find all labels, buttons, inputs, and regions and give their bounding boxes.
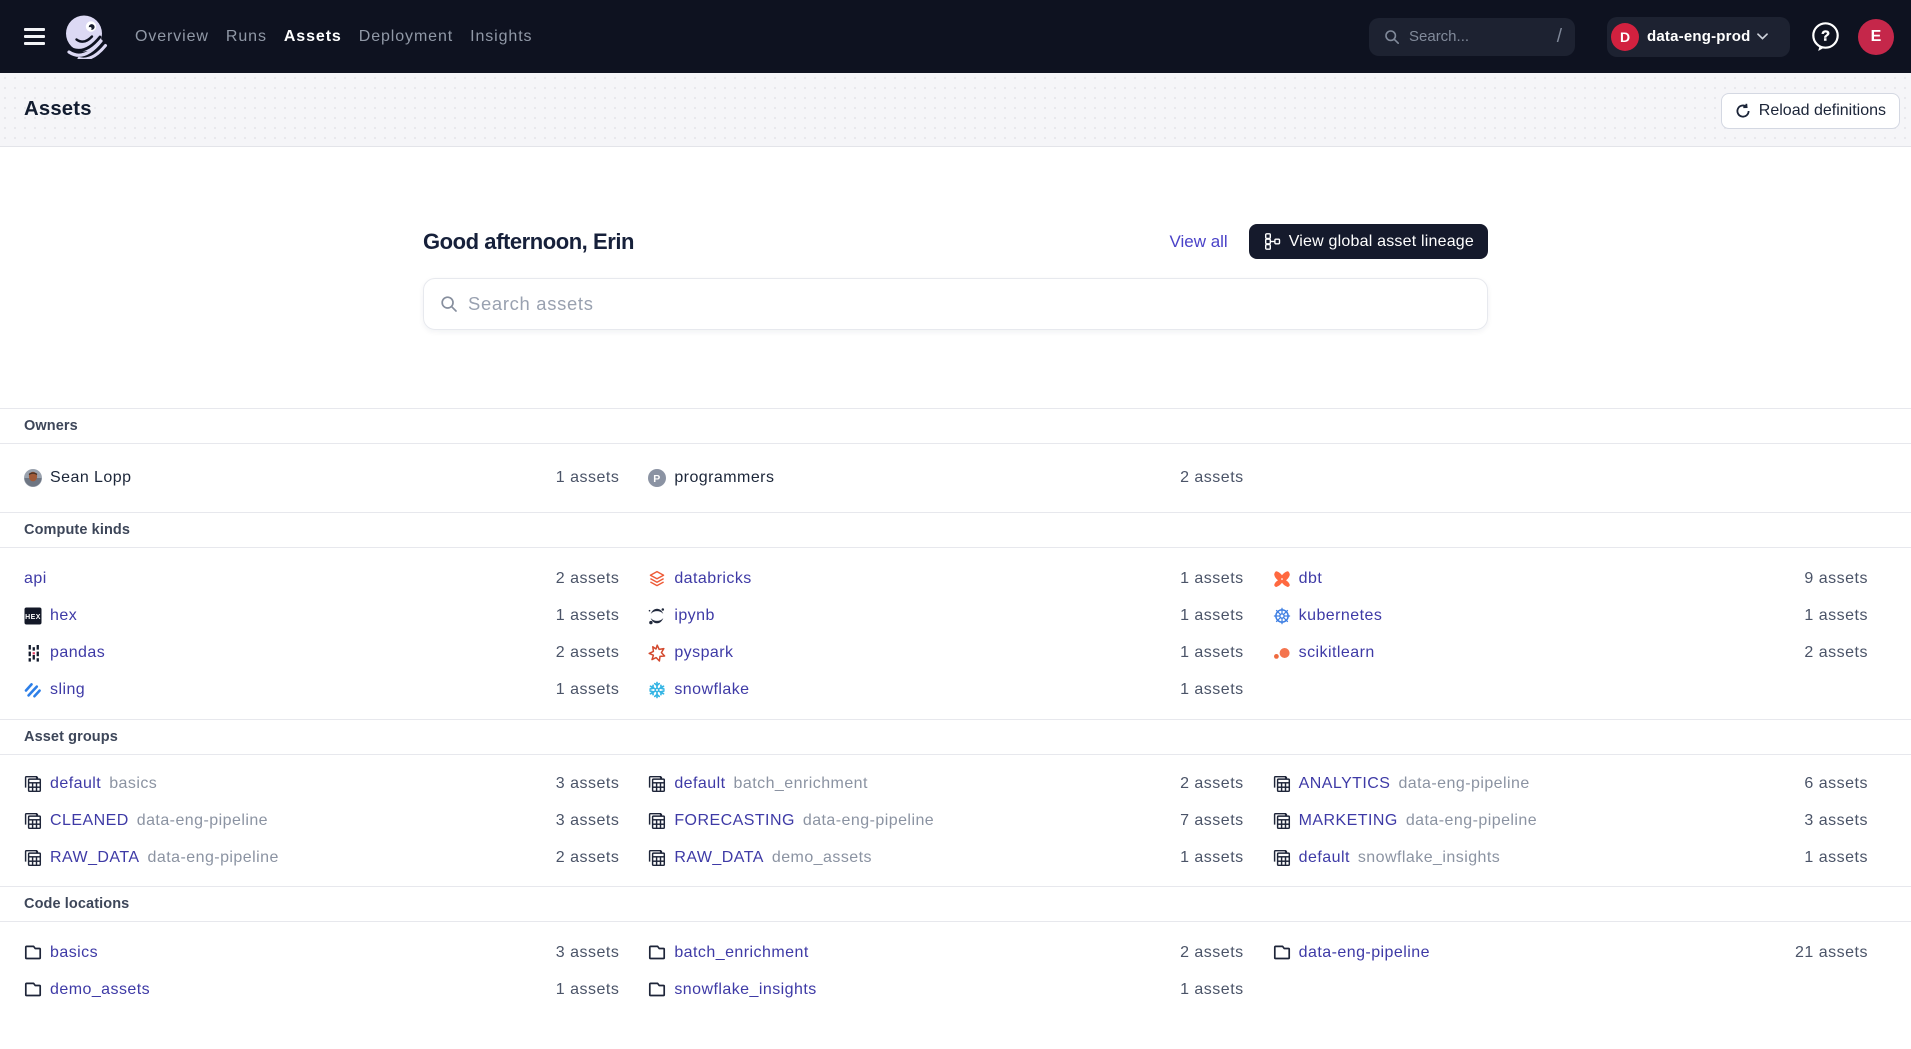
svg-text:?: ? [1821, 29, 1830, 45]
svg-text:P: P [654, 473, 661, 485]
svg-text:HEX: HEX [25, 614, 41, 621]
